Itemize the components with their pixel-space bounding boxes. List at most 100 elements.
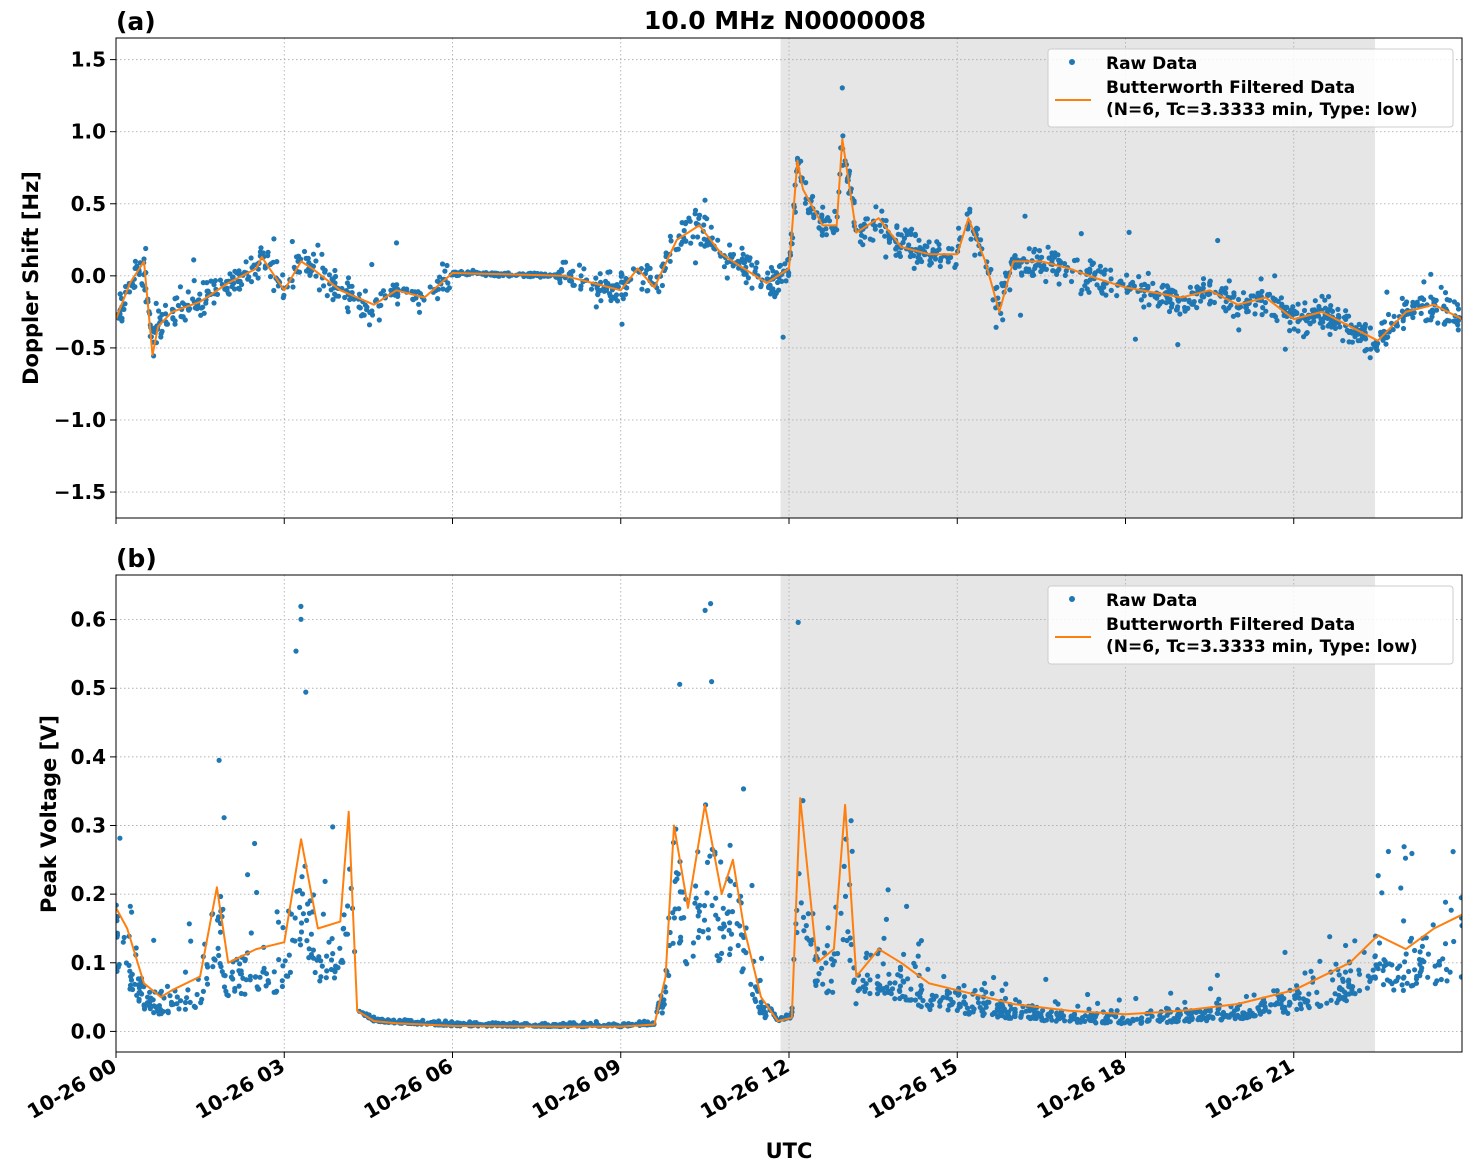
raw-point [116, 918, 120, 924]
raw-point [863, 986, 869, 992]
raw-point [1272, 273, 1278, 279]
raw-point [313, 258, 319, 264]
raw-point [999, 281, 1005, 287]
raw-point [191, 278, 197, 284]
raw-point [912, 231, 918, 237]
raw-point [212, 957, 218, 963]
raw-point [1370, 967, 1376, 973]
raw-point [1376, 940, 1383, 946]
raw-point [1206, 1013, 1212, 1019]
raw-point [120, 939, 126, 945]
raw-point [777, 262, 784, 268]
raw-point [803, 923, 809, 929]
raw-point [280, 272, 286, 278]
raw-point [187, 999, 193, 1006]
raw-point [1155, 303, 1161, 309]
raw-point [1410, 982, 1416, 988]
raw-point [690, 234, 696, 240]
raw-point [333, 273, 339, 280]
raw-point [1435, 962, 1441, 968]
raw-point [1458, 895, 1462, 901]
raw-point [172, 318, 178, 324]
raw-point [735, 942, 741, 949]
y-tick-label: 0.2 [71, 882, 106, 906]
raw-point [210, 964, 216, 970]
raw-point [897, 253, 904, 259]
raw-point [1108, 1008, 1114, 1014]
raw-point [1012, 265, 1018, 271]
raw-point [897, 983, 904, 989]
raw-point [416, 301, 422, 307]
raw-point [620, 1021, 626, 1027]
raw-point [190, 296, 196, 302]
raw-point [623, 291, 629, 297]
raw-point [800, 914, 807, 921]
raw-point [1292, 993, 1298, 999]
raw-point [571, 282, 577, 288]
raw-point [862, 234, 868, 240]
raw-point [245, 872, 251, 878]
raw-point [598, 298, 604, 304]
raw-point [961, 994, 968, 1000]
raw-point [695, 234, 701, 240]
raw-point [687, 218, 693, 224]
raw-point [317, 978, 323, 984]
raw-point [593, 304, 599, 310]
raw-point [246, 274, 252, 280]
raw-point [704, 890, 710, 896]
raw-point [326, 272, 332, 278]
raw-point [1291, 326, 1297, 332]
raw-point [1275, 298, 1281, 304]
raw-point [1383, 341, 1389, 347]
raw-point [116, 968, 120, 974]
raw-point [310, 251, 317, 257]
raw-point [1087, 277, 1093, 283]
raw-point [297, 942, 304, 948]
raw-point [127, 903, 133, 909]
raw-point [849, 848, 855, 854]
raw-point [318, 974, 324, 980]
raw-point [436, 1018, 442, 1024]
raw-point [1136, 274, 1142, 280]
raw-point [223, 988, 229, 994]
raw-point [823, 226, 829, 232]
raw-point [1198, 298, 1204, 304]
raw-point [1398, 885, 1404, 891]
raw-point [319, 963, 325, 969]
raw-point [1346, 991, 1352, 997]
raw-point [741, 260, 747, 266]
raw-point [749, 262, 755, 268]
raw-point [1019, 272, 1025, 278]
raw-point [242, 958, 248, 964]
raw-point [560, 259, 566, 265]
raw-point [704, 859, 711, 866]
raw-point [1418, 968, 1424, 974]
raw-point [1200, 1010, 1206, 1017]
raw-point [1403, 951, 1409, 957]
raw-point [937, 1003, 943, 1009]
raw-point [1384, 289, 1390, 295]
raw-point [1126, 229, 1132, 235]
raw-point [681, 915, 687, 921]
raw-point [1315, 313, 1322, 319]
raw-point [1226, 278, 1232, 284]
raw-point [1252, 1013, 1258, 1019]
raw-point [1134, 1016, 1140, 1022]
raw-point [932, 256, 939, 262]
raw-point [1251, 992, 1257, 998]
raw-point [1112, 1013, 1118, 1019]
raw-point [825, 925, 831, 931]
raw-point [1444, 978, 1450, 984]
raw-point [1056, 281, 1062, 287]
raw-point [879, 208, 885, 214]
raw-point [1400, 975, 1406, 981]
raw-point [201, 310, 207, 316]
raw-point [361, 312, 367, 318]
raw-point [167, 993, 173, 999]
raw-point [330, 297, 336, 303]
raw-point [1367, 325, 1373, 331]
raw-point [937, 999, 943, 1005]
raw-point [996, 1002, 1002, 1008]
y-tick-label: 0.0 [71, 264, 106, 288]
raw-point [158, 1011, 164, 1017]
